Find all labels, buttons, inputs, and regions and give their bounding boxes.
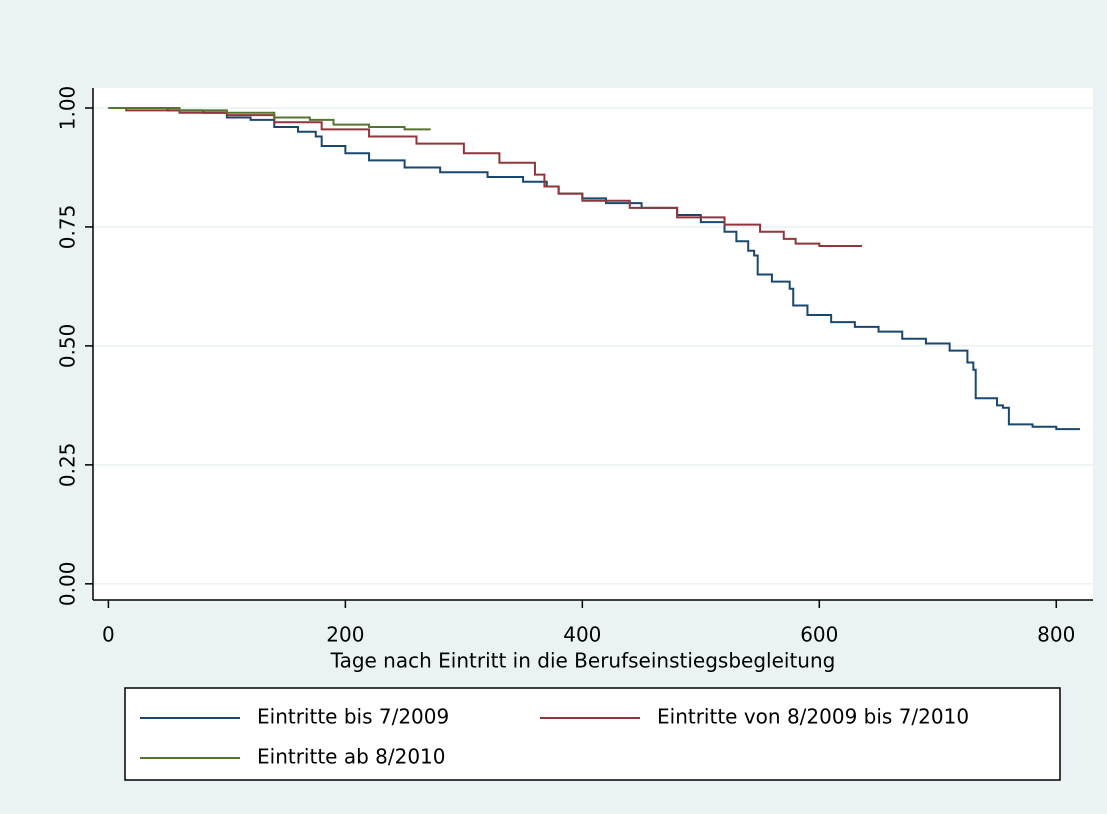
y-tick-label: 0.50 — [56, 324, 80, 369]
legend-label: Eintritte von 8/2009 bis 7/2010 — [657, 705, 969, 729]
y-tick-label: 1.00 — [56, 86, 80, 131]
legend-label: Eintritte bis 7/2009 — [257, 705, 449, 729]
series-line — [108, 106, 431, 131]
legend — [124, 687, 1061, 781]
x-tick-label: 800 — [1037, 623, 1075, 647]
x-tick-label: 0 — [102, 623, 115, 647]
x-tick-label: 400 — [563, 623, 601, 647]
series-line — [108, 106, 1080, 431]
x-tick-label: 600 — [800, 623, 838, 647]
x-axis-label: Tage nach Eintritt in die Berufseinstieg… — [330, 649, 836, 673]
x-tick-label: 200 — [326, 623, 364, 647]
series-line — [108, 106, 862, 247]
y-tick-label: 0.75 — [56, 205, 80, 250]
y-tick-label: 0.00 — [56, 562, 80, 607]
legend-label: Eintritte ab 8/2010 — [257, 745, 446, 769]
y-tick-label: 0.25 — [56, 443, 80, 488]
